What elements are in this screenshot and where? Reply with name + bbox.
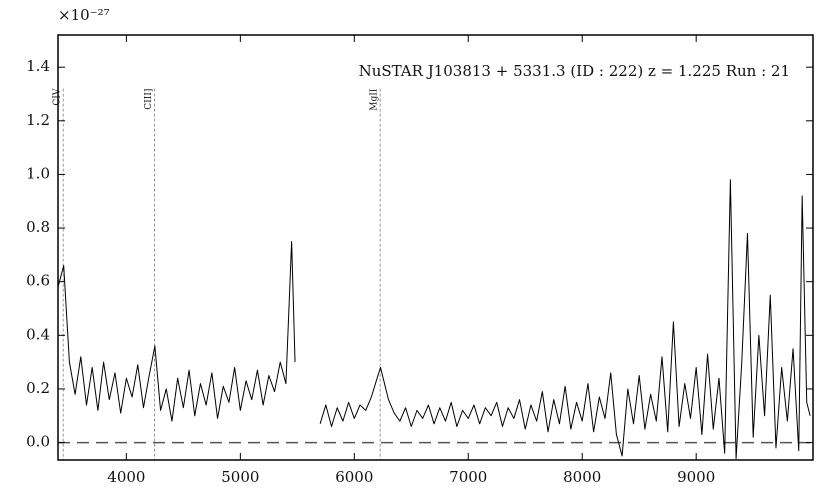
y-tick-label: 1.2	[26, 111, 50, 129]
spectral-line-label: CIII]	[144, 89, 154, 110]
y-scale-label: ×10⁻²⁷	[58, 6, 110, 24]
y-tick-label: 0.4	[26, 325, 50, 343]
y-tick-label: 0.8	[26, 218, 50, 236]
y-tick-label: 1.4	[26, 57, 50, 75]
x-tick-label: 9000	[677, 468, 715, 486]
x-tick-label: 6000	[335, 468, 373, 486]
spectrum-line	[57, 179, 811, 460]
y-tick-label: 1.0	[26, 164, 50, 182]
x-tick-label: 7000	[449, 468, 487, 486]
x-tick-label: 8000	[563, 468, 601, 486]
y-tick-label: 0.6	[26, 272, 50, 290]
y-tick-label: 0.0	[26, 433, 50, 451]
y-tick-label: 0.2	[26, 379, 50, 397]
x-tick-label: 5000	[221, 468, 259, 486]
plot-frame	[57, 34, 814, 461]
spectral-line-label: MgII	[370, 88, 380, 111]
x-tick-label: 4000	[107, 468, 145, 486]
chart-annotation: NuSTAR J103813 + 5331.3 (ID : 222) z = 1…	[359, 62, 790, 80]
